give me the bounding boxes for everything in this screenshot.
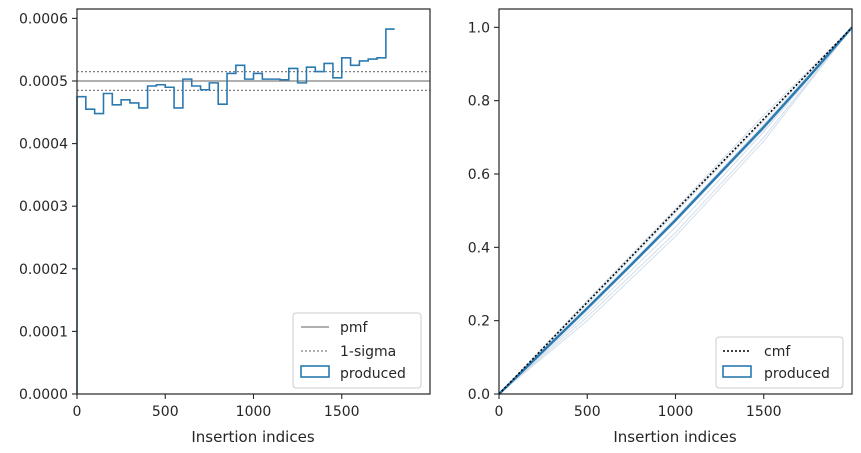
legend-produced-swatch-right: [722, 365, 752, 378]
cmf-line: [498, 26, 853, 395]
right-axes-frame: [498, 8, 853, 395]
right-y-tick-label: 0.0: [468, 387, 490, 403]
legend-produced-swatch: [300, 365, 330, 378]
left-legend-box: [292, 312, 422, 389]
left-x-tick-label: 500: [152, 404, 179, 420]
right-ticks: 0 500 1000 1500 0.0 0.2 0.4 0.6 0.8 1.0: [468, 20, 782, 420]
left-ticks: 0 500 1000 1500 0.0000 0.0001 0.0002 0.0003 0.00…: [19, 11, 360, 420]
sample-cmf-curve: [498, 26, 853, 395]
left-plot-area: [76, 28, 430, 394]
right-y-tick-label: 0.8: [468, 94, 490, 110]
left-y-tick-label: 0.0006: [19, 11, 68, 27]
left-y-tick-label: 0.0000: [19, 387, 68, 403]
left-y-tick-label: 0.0004: [19, 137, 68, 153]
left-x-tick-label: 1500: [324, 404, 360, 420]
right-x-tick-label: 1500: [746, 404, 782, 420]
right-y-tick-label: 0.2: [468, 314, 490, 330]
left-y-tick-label: 0.0003: [19, 199, 68, 215]
left-x-tick-label: 1000: [236, 404, 272, 420]
legend-pmf-label: pmf: [340, 320, 369, 336]
right-x-tick-label: 0: [495, 404, 504, 420]
right-x-tick-label: 500: [574, 404, 601, 420]
left-y-tick-label: 0.0002: [19, 262, 68, 278]
legend-produced-label: produced: [340, 366, 406, 382]
legend-produced-label-right: produced: [764, 366, 830, 382]
right-x-axis-label: Insertion indices: [613, 428, 736, 446]
right-x-tick-label: 1000: [658, 404, 694, 420]
produced-cmf-line: [498, 26, 853, 395]
left-panel: 0 500 1000 1500 0.0000 0.0001 0.0002 0.0003 0.00…: [19, 8, 431, 446]
sample-cmf-curve: [498, 27, 853, 395]
right-y-tick-label: 0.4: [468, 240, 490, 256]
sample-cmf-curve: [498, 27, 853, 395]
legend-cmf-label: cmf: [764, 344, 791, 360]
sample-cmf-curve: [498, 27, 853, 395]
left-y-tick-label: 0.0001: [19, 324, 68, 340]
right-plot-area: [498, 26, 853, 395]
produced-step-series: [76, 28, 395, 394]
right-legend: cmf produced: [715, 336, 844, 389]
right-y-tick-label: 0.6: [468, 167, 490, 183]
left-y-tick-label: 0.0005: [19, 74, 68, 90]
left-x-tick-label: 0: [73, 404, 82, 420]
sample-cmf-curve: [498, 26, 853, 395]
left-x-axis-label: Insertion indices: [191, 428, 314, 446]
right-legend-box: [715, 336, 844, 389]
legend-1-sigma-label: 1-sigma: [340, 344, 396, 360]
left-legend: pmf 1-sigma produced: [292, 312, 422, 389]
right-panel: 0 500 1000 1500 0.0 0.2 0.4 0.6 0.8 1.0 Insertion…: [468, 8, 853, 446]
right-y-tick-label: 1.0: [468, 20, 490, 36]
